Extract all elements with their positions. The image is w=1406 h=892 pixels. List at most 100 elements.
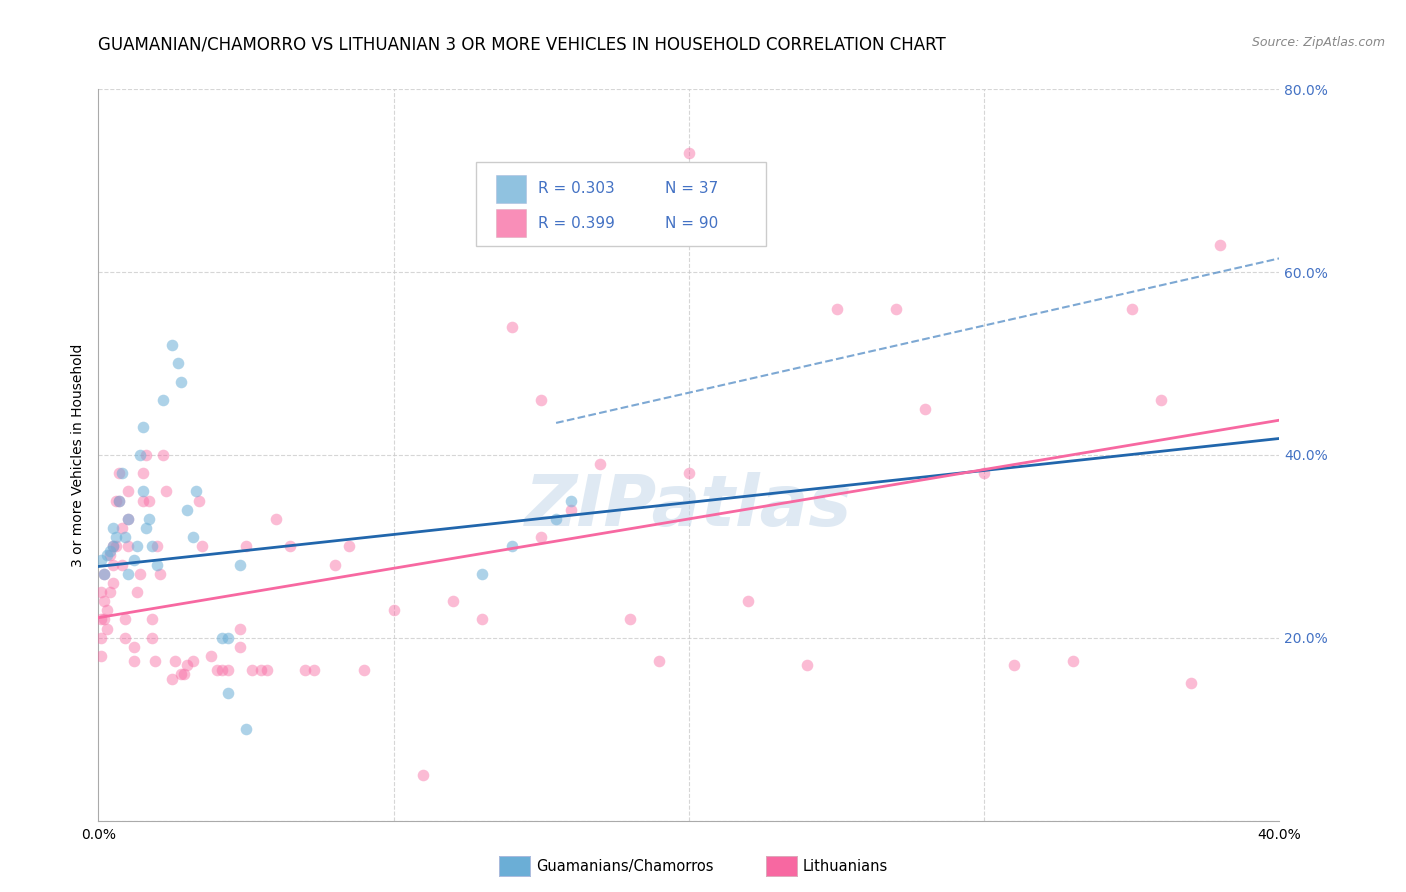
Point <box>200 649 222 664</box>
Point <box>256 663 278 677</box>
FancyBboxPatch shape <box>477 162 766 246</box>
Point <box>90 631 112 645</box>
Point <box>884 301 907 316</box>
Point <box>117 512 139 526</box>
Text: Source: ZipAtlas.com: Source: ZipAtlas.com <box>1251 36 1385 49</box>
Point <box>90 649 112 664</box>
Point <box>181 654 204 668</box>
Point <box>173 667 195 681</box>
Text: GUAMANIAN/CHAMORRO VS LITHUANIAN 3 OR MORE VEHICLES IN HOUSEHOLD CORRELATION CHA: GUAMANIAN/CHAMORRO VS LITHUANIAN 3 OR MO… <box>98 36 946 54</box>
Point <box>117 484 139 499</box>
Point <box>530 530 553 544</box>
Point <box>125 585 148 599</box>
Point <box>471 613 494 627</box>
Point <box>96 622 118 636</box>
Point <box>914 402 936 417</box>
Point <box>471 566 494 581</box>
Point <box>211 631 233 645</box>
Text: ZIPatlas: ZIPatlas <box>526 472 852 541</box>
Point <box>737 594 759 608</box>
Point <box>250 663 273 677</box>
Point <box>122 553 145 567</box>
Point <box>1062 654 1084 668</box>
Text: R = 0.303: R = 0.303 <box>537 181 614 196</box>
Point <box>141 631 163 645</box>
Point <box>167 356 190 371</box>
Point <box>240 663 263 677</box>
Point <box>501 539 523 553</box>
Point <box>103 558 125 572</box>
Point <box>187 493 209 508</box>
Point <box>560 493 582 508</box>
Point <box>143 654 166 668</box>
Point <box>162 672 183 686</box>
Point <box>122 654 145 668</box>
Point <box>441 594 464 608</box>
Point <box>339 539 361 553</box>
Point <box>1180 676 1202 690</box>
Point <box>135 448 157 462</box>
Y-axis label: 3 or more Vehicles in Household: 3 or more Vehicles in Household <box>72 343 86 566</box>
Point <box>111 558 134 572</box>
Point <box>217 631 239 645</box>
FancyBboxPatch shape <box>496 209 526 237</box>
Point <box>122 640 145 654</box>
Point <box>323 558 346 572</box>
Point <box>678 466 700 480</box>
Point <box>132 493 155 508</box>
Point <box>93 566 115 581</box>
Point <box>302 663 325 677</box>
Point <box>825 301 848 316</box>
Point <box>90 553 112 567</box>
Point <box>235 723 257 737</box>
Point <box>111 521 134 535</box>
Point <box>205 663 228 677</box>
Point <box>149 566 172 581</box>
Point <box>141 539 163 553</box>
Point <box>264 512 287 526</box>
Point <box>501 319 523 334</box>
Point <box>184 484 207 499</box>
Point <box>589 457 612 471</box>
Point <box>90 585 112 599</box>
Point <box>103 521 125 535</box>
Point <box>648 654 671 668</box>
Point <box>1209 237 1232 252</box>
Point <box>138 493 160 508</box>
Point <box>114 530 136 544</box>
Point <box>170 667 193 681</box>
Point <box>103 539 125 553</box>
Point <box>170 375 193 389</box>
FancyBboxPatch shape <box>496 175 526 202</box>
Text: R = 0.399: R = 0.399 <box>537 216 614 230</box>
Point <box>117 566 139 581</box>
Point <box>619 613 641 627</box>
Point <box>132 420 155 434</box>
Point <box>280 539 302 553</box>
Text: N = 90: N = 90 <box>665 216 718 230</box>
Point <box>176 503 198 517</box>
Point <box>796 658 818 673</box>
Text: N = 37: N = 37 <box>665 181 718 196</box>
Point <box>93 613 115 627</box>
Point <box>135 521 157 535</box>
Point <box>111 466 134 480</box>
Point <box>412 768 434 782</box>
Point <box>108 493 131 508</box>
Text: Guamanians/Chamorros: Guamanians/Chamorros <box>536 859 713 873</box>
Point <box>146 539 169 553</box>
Point <box>138 512 160 526</box>
Point <box>117 512 139 526</box>
Point <box>353 663 375 677</box>
Point <box>93 566 115 581</box>
Point <box>98 585 121 599</box>
Point <box>103 539 125 553</box>
Point <box>132 466 155 480</box>
Point <box>114 631 136 645</box>
Point <box>546 512 568 526</box>
Point <box>132 484 155 499</box>
Point <box>217 663 239 677</box>
Point <box>560 503 582 517</box>
Point <box>973 466 995 480</box>
Point <box>152 448 174 462</box>
